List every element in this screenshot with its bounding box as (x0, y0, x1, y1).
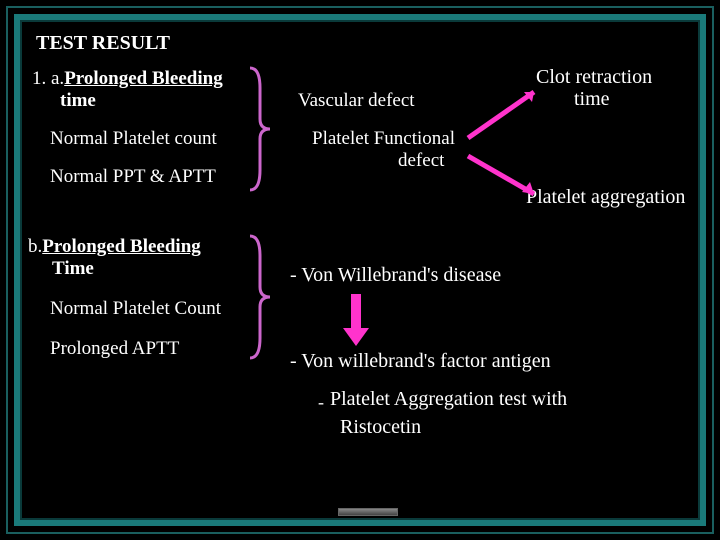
bottom-tab (338, 508, 398, 516)
heading-a-sub: time (60, 90, 96, 112)
vwf-antigen-label: - Von willebrand's factor antigen (290, 350, 551, 373)
brace-a (244, 64, 274, 194)
ristocetin-label: Ristocetin (340, 416, 421, 439)
r3-prefix: - (318, 392, 324, 413)
section-b-heading: b.Prolonged Bleeding (28, 236, 201, 258)
platelet-agg-test-label: Platelet Aggregation test with (330, 388, 567, 411)
section-a-line3: Normal PPT & APTT (50, 166, 216, 188)
down-arrow-head (343, 328, 369, 346)
prefix-1a: 1. a. (32, 68, 64, 89)
heading-b-sub: Time (52, 258, 94, 280)
slide-content: TEST RESULT 1. a.Prolonged Bleeding time… (28, 28, 692, 512)
section-b-line3: Prolonged APTT (50, 338, 179, 360)
heading-b-main: Prolonged Bleeding (42, 236, 201, 257)
heading-a-main: Prolonged Bleeding (64, 68, 223, 89)
platelet-functional-label: Platelet Functional (312, 128, 455, 150)
prefix-b: b. (28, 236, 42, 257)
clot-retraction-2: time (574, 88, 610, 111)
defect-label: defect (398, 150, 444, 172)
vwd-label: - Von Willebrand's disease (290, 264, 501, 287)
brace-b (244, 232, 274, 362)
down-arrow-body (351, 294, 361, 330)
slide-title: TEST RESULT (36, 32, 170, 55)
section-b-line2: Normal Platelet Count (50, 298, 221, 320)
section-a-line2: Normal Platelet count (50, 128, 217, 150)
section-a-heading: 1. a.Prolonged Bleeding (32, 68, 223, 90)
diag-arrows (458, 78, 578, 208)
vascular-defect-label: Vascular defect (298, 90, 415, 112)
